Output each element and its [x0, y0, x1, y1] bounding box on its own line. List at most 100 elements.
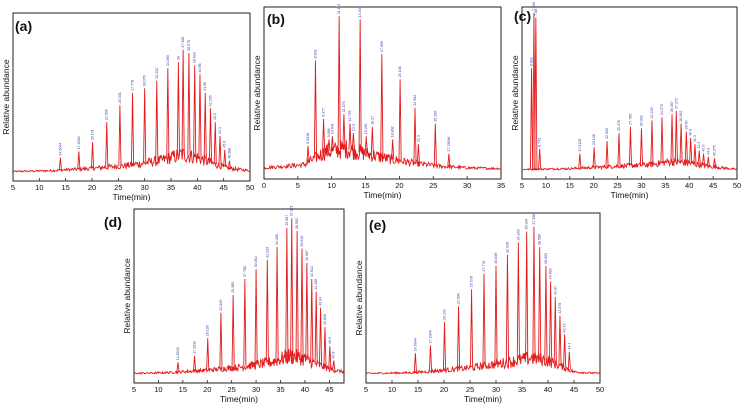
peak-label: 42.295	[209, 95, 213, 106]
peak	[306, 145, 310, 163]
x-tick-label: 35	[497, 181, 505, 190]
peak	[650, 120, 654, 165]
peak-label: 22.952	[413, 95, 417, 106]
peak	[413, 353, 417, 373]
peak-label: 27.785	[243, 266, 247, 277]
peak	[348, 123, 352, 151]
peak	[143, 88, 147, 163]
peak-label: 6.902	[530, 57, 534, 66]
x-tick-label: 30	[463, 181, 471, 190]
peak-label: 32.229	[650, 107, 654, 118]
peak	[617, 133, 621, 167]
x-tick-label: 40	[301, 385, 309, 394]
peak	[332, 360, 336, 371]
peak-label: 32.036	[505, 242, 509, 253]
x-tick-label: 45	[570, 385, 578, 394]
peak	[639, 128, 643, 166]
peak-label: 45.375	[713, 145, 717, 156]
peak-label: 17.655	[380, 41, 384, 52]
x-tick-label: 5	[11, 183, 15, 192]
peak	[516, 242, 520, 361]
chart-panel-e: (e) 5 10 15 20 25 30 35 40 45 50 Time(min) Relative …	[354, 212, 604, 404]
peak-label: 14.303	[358, 6, 362, 17]
peak-label: 37.271	[674, 98, 678, 109]
peak	[193, 65, 197, 158]
peak	[319, 307, 323, 366]
peak-label: 25.378	[617, 120, 621, 131]
peak-label: 45.9	[332, 352, 336, 359]
peak	[442, 321, 447, 371]
x-tick-label: 30	[492, 385, 500, 394]
peak-label: 35.967	[285, 215, 289, 226]
x-tick-label: 10	[542, 181, 550, 190]
peak	[131, 92, 135, 165]
peak-label: 37.271	[290, 205, 294, 216]
peak	[155, 80, 159, 162]
peak-label: 20.105	[206, 325, 210, 336]
peak-label: 40.667	[305, 250, 309, 261]
peak-label: 40.98	[198, 63, 202, 72]
peak-label: 6.5038	[306, 133, 310, 144]
plot-frame	[365, 212, 601, 384]
peak-label: 45.0	[223, 141, 227, 148]
peak	[275, 246, 279, 361]
peak	[193, 355, 197, 372]
peak	[213, 122, 217, 165]
x-tick-label: 15	[61, 183, 69, 192]
peak-label: 9.896	[327, 128, 331, 137]
peak	[313, 60, 318, 158]
x-axis-title: Time(min)	[464, 394, 502, 404]
peak-label: 10.041	[330, 123, 334, 134]
peak	[670, 114, 674, 162]
peak	[181, 49, 185, 155]
peak	[505, 254, 509, 363]
x-tick-label: 50	[733, 181, 741, 190]
peak	[227, 160, 232, 169]
peak	[187, 52, 191, 156]
peak	[398, 79, 402, 161]
plot-frame	[263, 6, 502, 180]
x-tick-label: 40	[685, 181, 693, 190]
peak	[310, 278, 314, 362]
peak-label: 17.6128	[578, 139, 582, 152]
x-tick-label: 25	[228, 385, 236, 394]
peak-label: 8.801	[313, 49, 317, 58]
peak-label: 27.785	[628, 114, 632, 125]
peak	[380, 54, 384, 158]
peak-label: 11.112	[337, 4, 341, 14]
x-tick-label: 35	[167, 183, 175, 192]
peak-label: 14.5043	[176, 347, 180, 360]
peak	[391, 139, 395, 160]
peak	[295, 230, 299, 358]
plot-frame	[12, 12, 251, 182]
peak-label: 30.062	[254, 256, 258, 267]
peak-label: 35.924	[525, 218, 529, 229]
peak	[358, 19, 362, 153]
peak-label: 16.27	[370, 116, 374, 125]
peak	[684, 131, 688, 163]
peak	[254, 269, 258, 365]
peak-label: 43.42	[563, 323, 567, 332]
x-axis-title: Time(min)	[364, 190, 402, 200]
baseline-trace	[12, 147, 251, 173]
peak-label: 44.1	[218, 127, 222, 134]
y-axis-title: Relative abundance	[510, 55, 520, 130]
peak	[628, 126, 633, 166]
peak-label: 27.778	[482, 261, 486, 272]
peak-label: 7.88	[534, 9, 538, 16]
peak	[203, 92, 207, 161]
peak-label: 11.876	[342, 101, 346, 112]
x-tick-label: 10	[154, 385, 162, 394]
y-axis-title: Relative abundance	[122, 258, 132, 333]
peak-label: 38.562	[679, 111, 683, 122]
x-tick-label: 20	[203, 385, 211, 394]
x-tick-label: 25	[429, 181, 437, 190]
x-tick-label: 25	[114, 183, 122, 192]
peak-label: 30.076	[143, 75, 147, 86]
peak-label: 34.269	[516, 229, 520, 240]
x-tick-label: 20	[440, 385, 448, 394]
peak-label: 9.377	[322, 108, 326, 117]
panel-label: (e)	[369, 217, 386, 233]
peak	[327, 139, 331, 152]
peak	[482, 273, 486, 366]
